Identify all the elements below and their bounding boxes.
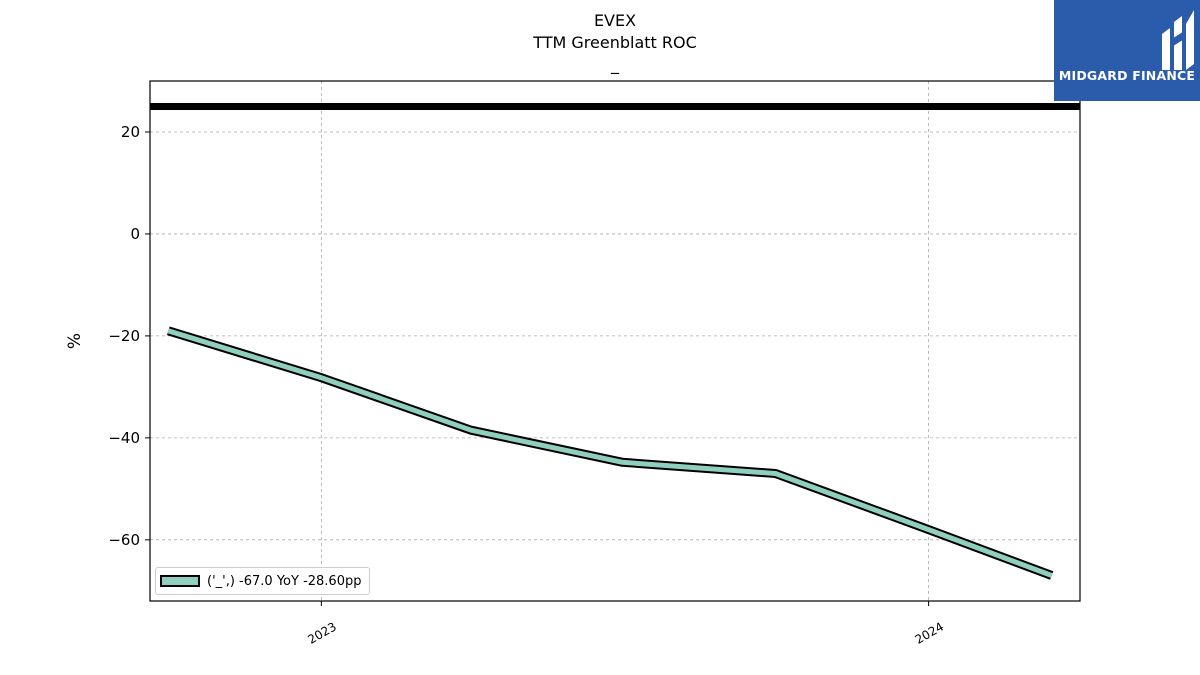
- logo-mark-icon: [1162, 10, 1194, 70]
- chart-title-ticker: EVEX: [593, 11, 637, 30]
- y-tick-label: −60: [108, 531, 140, 549]
- y-tick-label: 20: [121, 123, 140, 141]
- grid-lines: [150, 81, 1080, 601]
- x-tick-label: 2024: [913, 619, 946, 646]
- legend-label: ('_',) -67.0 YoY -28.60pp: [207, 573, 362, 589]
- plot-area-frame: [149, 80, 1081, 602]
- x-tick-label: 2023: [305, 619, 338, 646]
- logo-text: MIDGARD FINANCE: [1058, 68, 1196, 83]
- y-axis-label: %: [65, 333, 85, 349]
- series-line: [167, 328, 1053, 578]
- series-line-outline: [166, 326, 1054, 580]
- series-layer: [150, 102, 1080, 580]
- y-tick-label: −20: [108, 327, 140, 345]
- legend-swatch: [160, 575, 200, 587]
- legend: ('_',) -67.0 YoY -28.60pp: [155, 567, 371, 595]
- y-tick-label: −40: [108, 429, 140, 447]
- y-tick-label: 0: [130, 225, 140, 243]
- chart-title-metric: TTM Greenblatt ROC: [533, 33, 697, 52]
- midgard-finance-logo: MIDGARD FINANCE: [1054, 0, 1200, 101]
- axis-ticks: 20 0 −20 −40 −60 2023 2024: [108, 123, 946, 647]
- chart-subtitle: _: [611, 55, 619, 74]
